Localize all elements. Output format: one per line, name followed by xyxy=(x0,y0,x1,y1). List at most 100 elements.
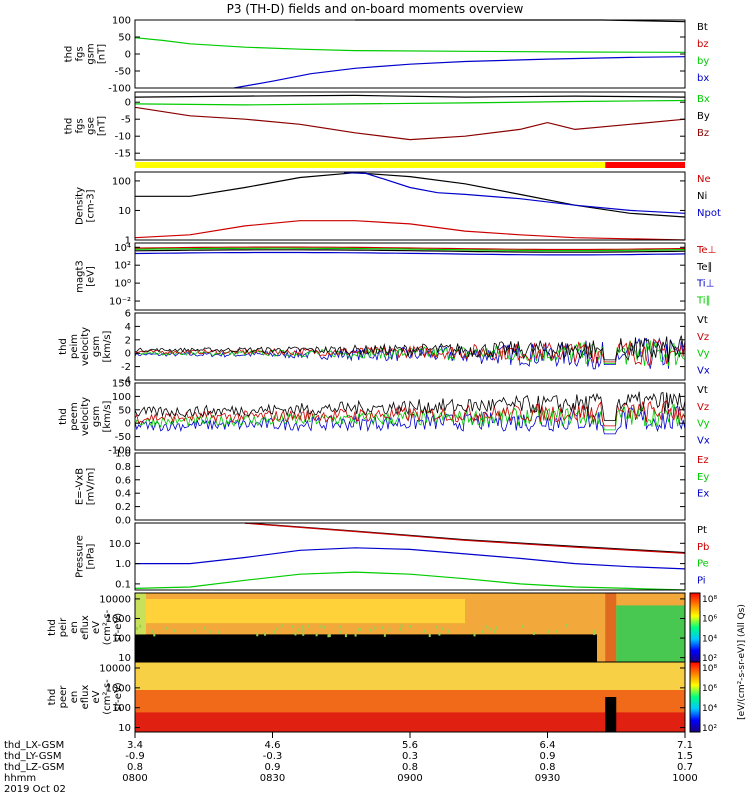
legend-entry: Vx xyxy=(697,365,710,376)
spectrogram-low-band xyxy=(135,634,597,662)
spectrogram-speck xyxy=(593,632,596,636)
spectrogram-speck xyxy=(294,632,297,636)
colorbar-tick-label: 10⁸ xyxy=(702,595,717,605)
x-tick-ly: -0.9 xyxy=(125,751,145,762)
x-tick-ly: -0.3 xyxy=(263,751,283,762)
y-axis-label: [nT] xyxy=(97,44,108,64)
spectrogram-speck xyxy=(264,632,267,636)
y-axis-label: (cm²-s- xyxy=(102,679,113,715)
y-axis-label: fgs xyxy=(75,46,86,61)
legend-entry: Vy xyxy=(697,419,710,430)
spectrogram-speck xyxy=(173,629,176,633)
x-tick-lz: 0.9 xyxy=(265,762,281,773)
legend-entry: Bt xyxy=(697,22,708,33)
series-Ne-line xyxy=(134,220,686,241)
legend-entry: Bz xyxy=(697,128,709,139)
y-tick-label: -2 xyxy=(121,362,131,373)
series-Ni-line xyxy=(135,172,686,218)
spectrogram-speck xyxy=(473,633,476,637)
y-tick-label: 10 xyxy=(118,723,131,734)
x-tick-hhmm: 0930 xyxy=(535,773,560,784)
colorbar-tick-label: 10⁴ xyxy=(702,634,717,644)
panel-peem_velocity: 150 100 50 0 -50 -100 thd peem velocity gsm [km/s]… xyxy=(58,379,710,457)
x-row-label: thd_LX-GSM xyxy=(4,740,64,751)
spectrogram-speck xyxy=(409,625,412,629)
series-Pb-line xyxy=(244,522,686,554)
y-tick-label: 0.4 xyxy=(115,489,131,500)
panel-magt3: 10⁴ 10² 10⁰ 10⁻² magt3 [eV] Te⊥ Te∥ Ti⊥ Ti∥ xyxy=(75,242,716,311)
y-tick-label: -100 xyxy=(108,84,131,95)
panel-fgs_gse: 0 -5 -10 -15 thd fgs gse [nT] Bx By Bz xyxy=(64,91,710,161)
y-axis-label: gsm xyxy=(91,406,102,427)
legend-entry: Pb xyxy=(697,542,709,553)
x-tick-ly: 1.5 xyxy=(677,751,693,762)
y-tick-label: 1.0 xyxy=(115,449,131,460)
x-tick-lz: 0.7 xyxy=(677,762,693,773)
y-axis-label: thd xyxy=(64,118,75,135)
y-tick-label: 10⁰ xyxy=(114,279,131,290)
series-Pe-line xyxy=(134,571,686,591)
series-By-line xyxy=(134,94,686,98)
x-tick-hhmm: 0900 xyxy=(397,773,422,784)
panel-frame xyxy=(134,171,686,241)
legend-entry: Vt xyxy=(697,385,708,396)
series-Npot-line xyxy=(343,172,686,214)
legend-entry: Te∥ xyxy=(696,262,713,273)
spectrogram-speck xyxy=(328,633,331,637)
y-tick-label: 1000 xyxy=(106,614,131,625)
y-tick-label: 10.0 xyxy=(109,539,131,550)
y-tick-label: 150 xyxy=(112,379,131,390)
series-Bz-line xyxy=(134,106,686,141)
panel-frame xyxy=(134,312,686,381)
y-axis-label: peer xyxy=(58,685,69,709)
spectrogram-speck xyxy=(307,624,310,628)
y-axis-label: [cm-3] xyxy=(86,189,97,222)
x-tick-lz: 0.8 xyxy=(402,762,418,773)
y-axis-label: [eV] xyxy=(86,266,97,287)
y-tick-label: 100 xyxy=(112,16,131,27)
x-row-label: thd_LZ-GSM xyxy=(4,762,65,773)
y-axis-label: thd xyxy=(47,689,58,706)
y-axis-label: eV xyxy=(91,621,102,634)
y-tick-label: 0 xyxy=(125,50,131,61)
spectrogram-speck xyxy=(218,630,221,634)
y-tick-label: 1000 xyxy=(106,683,131,694)
x-tick-hhmm: 0830 xyxy=(260,773,285,784)
series-bx-line xyxy=(233,56,686,89)
y-axis-label: fgs xyxy=(75,118,86,133)
spectrogram-speck xyxy=(338,625,341,629)
spectrogram-speck xyxy=(369,628,372,632)
colorbar-tick-label: 10⁶ xyxy=(702,615,717,625)
panel-pressure: 10.0 1.0 0.1 Pressure [nPa] Pt Pb Pe Pi xyxy=(75,522,709,591)
series-noise-line xyxy=(134,400,686,427)
y-tick-label: 10000 xyxy=(99,594,131,605)
spectrogram-speck xyxy=(441,627,444,631)
spectrogram-speck xyxy=(447,629,450,633)
x-tick-lx: 3.4 xyxy=(127,740,143,751)
spectrogram-speck xyxy=(354,633,357,637)
panel-density: 100 10 1 Density [cm-3] Ne Ni Npot xyxy=(75,171,721,247)
y-axis-label: gse xyxy=(86,117,97,135)
x-tick-lz: 0.8 xyxy=(127,762,143,773)
series-temperature-line xyxy=(134,251,686,256)
legend-entry: by xyxy=(697,56,709,67)
series-noise-line xyxy=(134,337,686,370)
spectrogram-speck xyxy=(208,630,211,634)
y-tick-label: 10² xyxy=(114,261,131,272)
y-tick-label: 10000 xyxy=(99,663,131,674)
y-axis-label: Density xyxy=(75,187,86,225)
y-axis-label: gsm xyxy=(86,43,97,64)
y-axis-label: Pressure xyxy=(75,535,86,578)
y-tick-label: 2 xyxy=(125,335,131,346)
y-axis-label: peem xyxy=(69,402,80,430)
y-axis-label: [km/s] xyxy=(102,330,113,362)
spectrogram-speck xyxy=(438,632,441,636)
x-tick-lz: 0.8 xyxy=(540,762,556,773)
y-axis-label: sr-eV) xyxy=(113,682,124,711)
y-tick-label: 0 xyxy=(125,98,131,109)
spectrogram-speck xyxy=(275,627,278,631)
y-tick-label: -50 xyxy=(115,67,131,78)
legend-entry: Ex xyxy=(697,489,709,500)
y-axis-label: thd xyxy=(58,338,69,355)
